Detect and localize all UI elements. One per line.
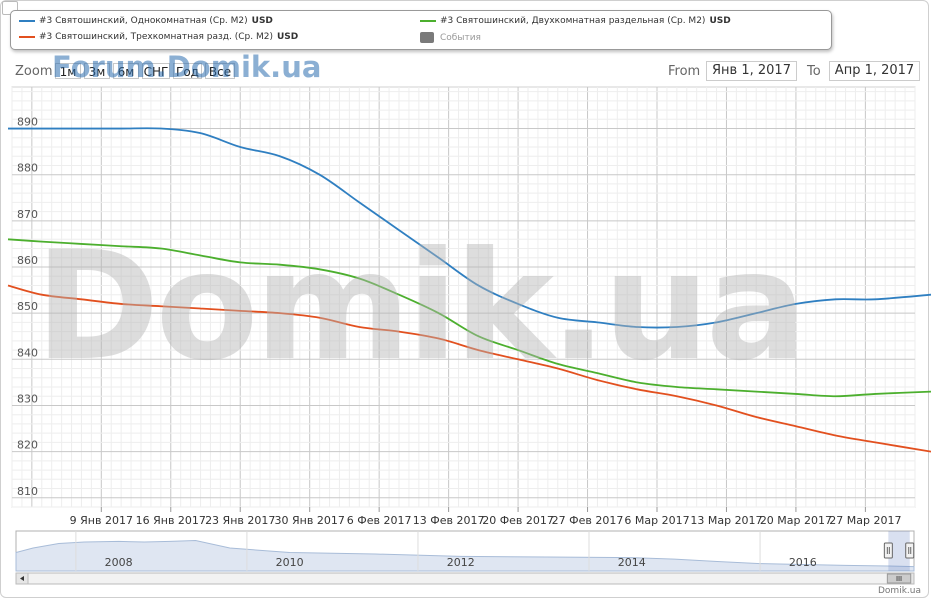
chevron-left-icon — [20, 576, 24, 581]
x-tick-label: 13 Фев 2017 — [413, 514, 485, 527]
series-1-swatch — [19, 20, 35, 22]
y-tick-label: 840 — [17, 346, 38, 359]
navigator-selection — [888, 531, 910, 571]
legend-label: #3 Святошинский, Однокомнатная (Ср. М2) — [39, 16, 248, 26]
y-tick-label: 860 — [17, 254, 38, 267]
x-tick-label: 9 Янв 2017 — [70, 514, 133, 527]
x-tick-label: 27 Фев 2017 — [552, 514, 624, 527]
series-group — [7, 127, 931, 453]
credit-link[interactable]: Domik.ua — [878, 586, 921, 596]
y-tick-label: 820 — [17, 439, 38, 452]
zoom-ytd-button[interactable]: СНГ — [142, 63, 170, 79]
from-date-input[interactable] — [706, 61, 797, 81]
y-tick-label: 850 — [17, 300, 38, 313]
y-tick-label: 830 — [17, 392, 38, 405]
events-swatch — [420, 32, 434, 43]
series-line-2 — [7, 238, 931, 398]
legend-unit: USD — [251, 16, 273, 26]
legend: #3 Святошинский, Однокомнатная (Ср. М2) … — [10, 10, 832, 50]
zoom-3m-button[interactable]: 3м — [84, 63, 110, 79]
x-tick-label: 6 Мар 2017 — [624, 514, 689, 527]
legend-item-series-1[interactable]: #3 Святошинский, Однокомнатная (Ср. М2) … — [19, 16, 273, 26]
zoom-label: Zoom — [15, 64, 53, 79]
series-line-1 — [8, 127, 931, 329]
to-date-input[interactable] — [829, 61, 920, 81]
legend-item-series-2[interactable]: #3 Святошинский, Двухкомнатная раздельна… — [420, 16, 731, 26]
x-tick-label: 20 Мар 2017 — [760, 514, 832, 527]
x-tick-label: 30 Янв 2017 — [275, 514, 345, 527]
x-tick-label: 16 Янв 2017 — [136, 514, 206, 527]
from-label: From — [668, 64, 701, 79]
series-line-3 — [7, 284, 931, 453]
navigator-year-label: 2010 — [276, 556, 304, 569]
zoom-1m-button[interactable]: 1м — [55, 63, 81, 79]
x-tick-label: 20 Фев 2017 — [482, 514, 554, 527]
navigator-year-label: 2008 — [105, 556, 133, 569]
y-tick-label: 810 — [17, 485, 38, 498]
series-2-swatch — [420, 20, 436, 22]
x-tick-label: 13 Мар 2017 — [690, 514, 762, 527]
scrollbar-track — [15, 572, 915, 585]
to-label: To — [807, 64, 821, 79]
zoom-all-button[interactable]: Все — [205, 63, 235, 79]
x-tick-label: 23 Янв 2017 — [205, 514, 275, 527]
navigator-handle-right[interactable] — [905, 542, 915, 559]
navigator-year-label: 2012 — [447, 556, 475, 569]
x-tick-label: 27 Мар 2017 — [829, 514, 901, 527]
series-3-swatch — [19, 36, 35, 38]
navigator-year-label: 2014 — [618, 556, 646, 569]
legend-label: #3 Святошинский, Трехкомнатная разд. (Ср… — [39, 32, 273, 42]
legend-label: События — [440, 32, 481, 43]
plot-background — [11, 86, 916, 508]
zoom-6m-button[interactable]: 6м — [113, 63, 139, 79]
legend-unit: USD — [276, 32, 299, 42]
y-tick-label: 870 — [17, 208, 38, 221]
navigator-handle-left[interactable] — [883, 542, 893, 559]
navigator-year-label: 2016 — [789, 556, 817, 569]
x-tick-label: 6 Фев 2017 — [347, 514, 412, 527]
legend-unit: USD — [709, 16, 731, 26]
y-tick-label: 880 — [17, 162, 38, 175]
legend-label: #3 Святошинский, Двухкомнатная раздельна… — [440, 16, 706, 26]
legend-item-series-3[interactable]: #3 Святошинский, Трехкомнатная разд. (Ср… — [19, 32, 298, 42]
legend-item-events[interactable]: События — [420, 32, 481, 43]
zoom-year-button[interactable]: Год — [173, 63, 202, 79]
y-tick-label: 890 — [17, 116, 38, 129]
